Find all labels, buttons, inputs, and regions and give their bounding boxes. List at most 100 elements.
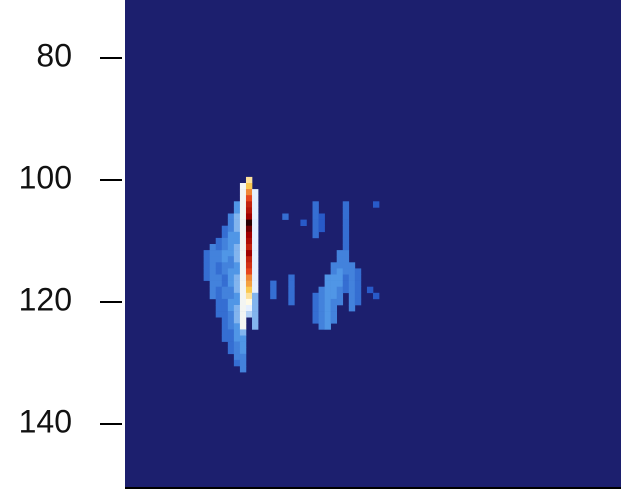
heat-cell [252, 292, 259, 300]
heat-cell [245, 237, 253, 245]
heat-cell [233, 274, 241, 281]
heat-cell [233, 292, 241, 300]
heat-cell [312, 311, 319, 318]
heat-cell [245, 298, 253, 306]
heat-cell [239, 359, 247, 367]
heat-cell [227, 286, 235, 294]
heat-cell [233, 219, 241, 226]
y-tick-label: 100 [19, 159, 72, 195]
heat-cell [318, 298, 325, 306]
heat-cell [221, 225, 229, 233]
heat-cell [233, 280, 241, 287]
heat-cell [245, 256, 253, 263]
heat-cell [227, 311, 235, 318]
heat-cell [233, 201, 241, 208]
heat-cell [209, 250, 217, 257]
heat-cell [239, 311, 247, 318]
heat-cell [239, 305, 247, 312]
heat-cell [227, 231, 235, 239]
y-tick-label: 140 [19, 403, 72, 439]
heat-cell [203, 268, 210, 275]
heat-cell [239, 292, 247, 300]
heat-cell [215, 268, 223, 275]
heat-cell [288, 292, 295, 300]
heat-cell [252, 268, 259, 275]
heat-cell [239, 353, 247, 361]
heat-cell [312, 298, 319, 306]
heat-cell [324, 298, 331, 306]
heat-cell [245, 274, 253, 281]
heat-cell [324, 292, 331, 300]
heat-cell [233, 341, 241, 348]
heat-cell [318, 317, 325, 324]
heat-cell [221, 274, 229, 281]
heat-cell [233, 286, 241, 294]
heat-cell [245, 183, 253, 190]
heat-cell [221, 311, 229, 318]
heat-cell [227, 237, 235, 245]
heat-cell [336, 250, 344, 257]
heat-cell [233, 317, 241, 324]
heat-cell [221, 280, 229, 287]
heat-cell [245, 213, 253, 220]
heat-cell [336, 292, 344, 300]
heat-cell [245, 189, 253, 196]
heat-cell [239, 268, 247, 275]
heat-cell [342, 231, 350, 239]
heat-cell [233, 347, 241, 355]
heat-cell [227, 323, 235, 330]
heat-cell [324, 286, 331, 294]
heat-cell [233, 237, 241, 245]
heat-cell [233, 268, 241, 275]
heat-cell [239, 189, 247, 196]
heat-cell [270, 286, 277, 294]
heat-cell [215, 256, 223, 263]
heat-cell [252, 286, 259, 294]
heat-cell [239, 231, 247, 239]
heat-cell [221, 305, 229, 312]
heat-cell [312, 317, 319, 324]
heat-cell [233, 213, 241, 220]
heat-cell [330, 280, 338, 287]
heat-cell [312, 225, 319, 233]
heat-cell [239, 298, 247, 306]
heat-cell [215, 274, 223, 281]
heat-cell [324, 323, 331, 330]
heat-cell [245, 268, 253, 275]
heat-cell [239, 195, 247, 202]
heat-cell [324, 305, 331, 312]
heat-cell [239, 347, 247, 355]
heat-cell [209, 244, 217, 251]
heat-cell [245, 292, 253, 300]
heat-cell [252, 189, 259, 196]
heat-cell [288, 274, 295, 281]
heat-cell [221, 237, 229, 245]
heat-cell [227, 219, 235, 226]
heat-cell [233, 329, 241, 336]
heat-cell [318, 292, 325, 300]
heat-cell [227, 225, 235, 233]
heat-cell [227, 262, 235, 269]
plot-background [125, 0, 621, 488]
heat-cell [312, 207, 319, 214]
heat-cell [318, 225, 325, 233]
heat-cell [342, 250, 350, 257]
heat-cell [348, 262, 356, 269]
heat-cell [330, 274, 338, 281]
heat-cell [233, 250, 241, 257]
heat-cell [318, 219, 325, 226]
heat-cell [215, 250, 223, 257]
heat-cell [330, 305, 338, 312]
heat-cell [239, 213, 247, 220]
heat-cell [252, 256, 259, 263]
heat-cell [252, 219, 259, 226]
heat-cell [233, 353, 241, 361]
heat-cell [336, 268, 344, 275]
heat-cell [239, 225, 247, 233]
heat-cell [252, 262, 259, 269]
heat-cell [245, 176, 253, 184]
heat-cell [354, 292, 362, 300]
heat-cell [312, 201, 319, 208]
heat-cell [233, 323, 241, 330]
